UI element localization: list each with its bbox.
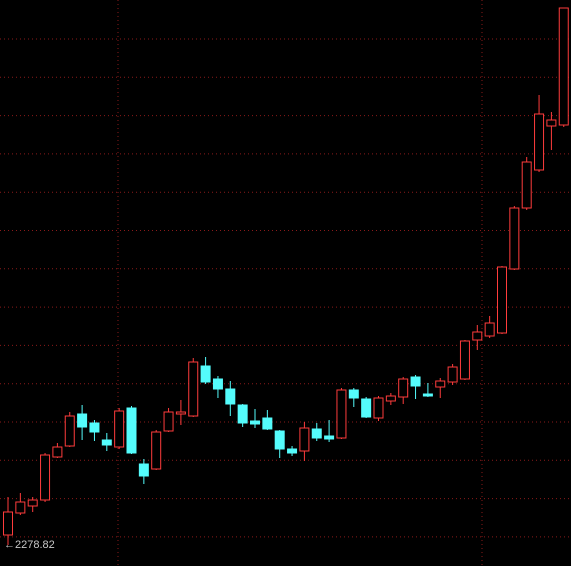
candle-body [398,378,409,398]
candle-body [27,499,38,507]
candle-body [299,427,310,452]
candle-body [3,511,13,536]
candle-body [521,161,532,209]
candle-body [484,322,495,337]
candle-body [212,378,223,390]
candle-body [225,388,236,405]
candle-body [64,415,75,447]
candle-body [151,431,162,470]
candle-body [459,340,470,380]
candle-body [138,463,149,477]
candle-body [361,398,372,418]
candle-body [163,411,174,432]
candle-body [89,422,100,433]
min-label: ←2278.82 [4,539,55,551]
candle-body [287,448,298,454]
candle-body [200,365,211,383]
candle-body [126,407,137,454]
candle-body [324,435,335,440]
candle-body [15,501,26,514]
candle-body [385,395,396,402]
candle-body [101,439,112,446]
candle-body [262,417,273,430]
candle-body [188,361,199,417]
candle-body [114,410,125,448]
candle-body [435,380,446,388]
candle-body [410,376,421,387]
candle-body [509,207,520,270]
candle-body [534,113,545,171]
candle-body [274,430,285,450]
candle-body [348,389,359,399]
candle-body [250,420,260,425]
candle-body [447,366,458,383]
candle-body [546,119,557,127]
candle-body [422,393,433,397]
candle-body [373,397,384,419]
candle-body [52,446,63,458]
candle-body [311,428,322,439]
candle-body [336,389,347,439]
candle-body [175,411,186,415]
candle-body [472,331,483,341]
candle-body [558,7,569,126]
candle-body [497,266,507,334]
candle-body [40,454,51,501]
candle-body [77,413,88,428]
candle-body [237,404,248,424]
